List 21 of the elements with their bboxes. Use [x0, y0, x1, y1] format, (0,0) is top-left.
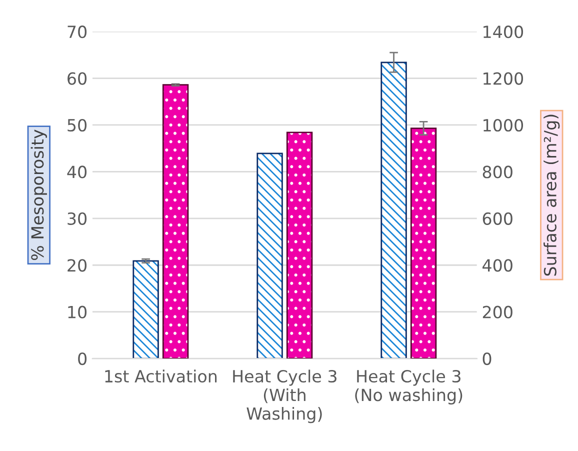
y2-tick-label: 200: [482, 306, 512, 318]
y-tick-label: 60: [68, 72, 87, 85]
y-axis-title: % Mesoporosity: [30, 130, 47, 260]
y2-tick-label: 1200: [484, 72, 524, 85]
x-tick-label: Heat Cycle 3 (No washing): [355, 370, 462, 404]
x-tick-label: 1st Activation: [105, 370, 217, 383]
y2-tick-label: 600: [482, 212, 512, 225]
y-tick-label: 30: [68, 212, 87, 225]
y-tick-label: 70: [68, 26, 87, 38]
y2-tick-label: 800: [482, 166, 512, 178]
y2-tick-label: 1000: [484, 118, 524, 132]
y-tick-label: 20: [68, 259, 87, 272]
y-tick-label: 0: [78, 352, 87, 366]
y2-tick-label: 0: [482, 352, 492, 366]
y-tick-label: 10: [68, 306, 87, 318]
y2-axis-title: Surface area (m²/g): [544, 114, 560, 276]
x-tick-label: Heat Cycle 3 (With Washing): [233, 370, 336, 424]
y2-tick-label: 400: [482, 259, 512, 272]
y-tick-label: 50: [68, 118, 87, 132]
y2-tick-label: 1400: [484, 26, 524, 38]
y-tick-label: 40: [67, 166, 87, 178]
